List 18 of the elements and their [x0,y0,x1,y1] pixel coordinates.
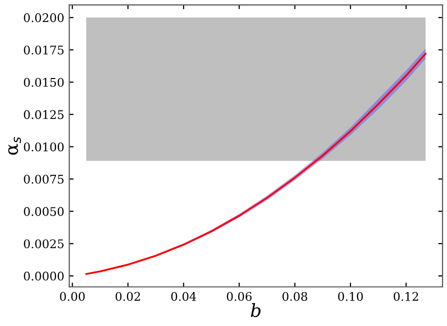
x-tick-label: 0.02 [116,292,140,301]
x-axis-title: b [250,303,261,318]
y-tick-label: 0.0025 [24,239,64,248]
y-tick-label: 0.0175 [24,46,64,54]
x-tick-label: 0.08 [282,292,308,301]
x-tick-label: 0.06 [226,292,252,301]
x-tick-label: 0.00 [60,292,85,301]
y-tick-label: 0.0075 [24,174,64,184]
x-tick-label: 0.10 [338,292,363,301]
x-tick-label: 0.04 [171,292,196,301]
y-tick-label: 0.0100 [24,142,64,152]
y-axis-title: α$_{s}$ [8,136,21,155]
y-tick-label: 0.0050 [24,207,64,216]
y-tick-label: 0.0125 [24,110,64,120]
y-tick-label: 0.0150 [24,78,64,87]
y-tick-label: 0.0200 [24,13,64,22]
x-tick-label: 0.12 [394,292,418,301]
y-tick-label: 0.0000 [24,272,64,281]
